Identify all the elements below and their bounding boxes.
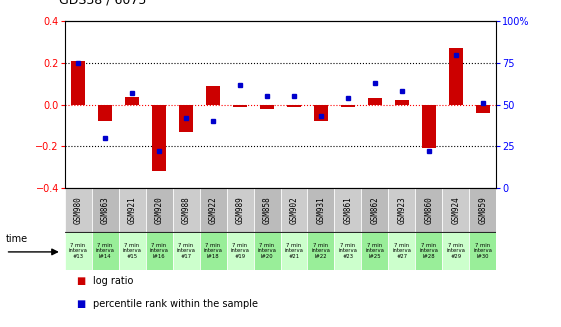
Text: ■: ■ [76,276,85,286]
Bar [334,188,361,232]
Bar [416,188,443,232]
Text: GSM921: GSM921 [127,196,136,224]
Bar [280,188,307,232]
Bar [341,105,355,107]
Bar [173,232,200,270]
Bar [145,232,173,270]
Text: 7 min
interva
#13: 7 min interva #13 [68,243,88,259]
Bar [389,188,416,232]
Bar [254,232,280,270]
Bar [145,188,173,232]
Text: 7 min
interva
#21: 7 min interva #21 [284,243,304,259]
Text: GDS38 / 6075: GDS38 / 6075 [59,0,146,7]
Bar [470,232,496,270]
Bar [91,188,118,232]
Bar [91,232,118,270]
Text: 7 min
interva
#15: 7 min interva #15 [122,243,141,259]
Text: GSM861: GSM861 [343,196,352,224]
Bar [368,98,381,105]
Text: 7 min
interva
l#20: 7 min interva l#20 [257,243,277,259]
Bar [443,232,470,270]
Bar [227,188,254,232]
Text: time: time [6,234,27,244]
Bar [200,188,227,232]
Bar [65,188,91,232]
Text: GSM924: GSM924 [452,196,461,224]
Text: 7 min
interva
l#18: 7 min interva l#18 [204,243,223,259]
Text: 7 min
interva
l#14: 7 min interva l#14 [95,243,114,259]
Bar [361,232,388,270]
Text: 7 min
interva
l#16: 7 min interva l#16 [150,243,168,259]
Text: 7 min
interva
l#30: 7 min interva l#30 [473,243,493,259]
Bar [71,61,85,105]
Bar [470,188,496,232]
Text: GSM980: GSM980 [73,196,82,224]
Bar [227,232,254,270]
Text: GSM859: GSM859 [479,196,488,224]
Text: 7 min
interva
l#25: 7 min interva l#25 [366,243,384,259]
Text: GSM858: GSM858 [263,196,272,224]
Bar [152,105,165,171]
Text: GSM902: GSM902 [289,196,298,224]
Text: GSM989: GSM989 [236,196,245,224]
Text: GSM920: GSM920 [154,196,163,224]
Text: GSM988: GSM988 [182,196,191,224]
Bar [314,105,328,121]
Text: 7 min
interva
l#22: 7 min interva l#22 [311,243,330,259]
Bar [65,232,91,270]
Bar [449,48,463,105]
Text: ■: ■ [76,299,85,309]
Bar [422,105,436,148]
Bar [361,188,388,232]
Bar [200,232,227,270]
Bar [254,188,280,232]
Bar [118,188,145,232]
Text: 7 min
interva
#19: 7 min interva #19 [231,243,250,259]
Bar [416,232,443,270]
Bar [287,105,301,107]
Text: 7 min
interva
#17: 7 min interva #17 [177,243,195,259]
Text: 7 min
interva
#23: 7 min interva #23 [338,243,357,259]
Text: GSM863: GSM863 [100,196,109,224]
Bar [125,97,139,105]
Bar [233,105,247,107]
Bar [206,86,220,105]
Bar [307,232,334,270]
Text: GSM923: GSM923 [398,196,407,224]
Bar [280,232,307,270]
Text: GSM860: GSM860 [425,196,434,224]
Bar [389,232,416,270]
Text: GSM922: GSM922 [209,196,218,224]
Text: percentile rank within the sample: percentile rank within the sample [93,299,257,309]
Bar [396,100,409,105]
Bar [443,188,470,232]
Text: 7 min
interva
#29: 7 min interva #29 [447,243,466,259]
Bar [98,105,112,121]
Text: 7 min
interva
l#28: 7 min interva l#28 [420,243,439,259]
Bar [173,188,200,232]
Text: GSM931: GSM931 [316,196,325,224]
Bar [118,232,145,270]
Text: 7 min
interva
#27: 7 min interva #27 [393,243,411,259]
Bar [476,105,490,113]
Bar [307,188,334,232]
Bar [260,105,274,109]
Bar [334,232,361,270]
Bar [180,105,193,132]
Text: GSM862: GSM862 [370,196,379,224]
Text: log ratio: log ratio [93,276,133,286]
